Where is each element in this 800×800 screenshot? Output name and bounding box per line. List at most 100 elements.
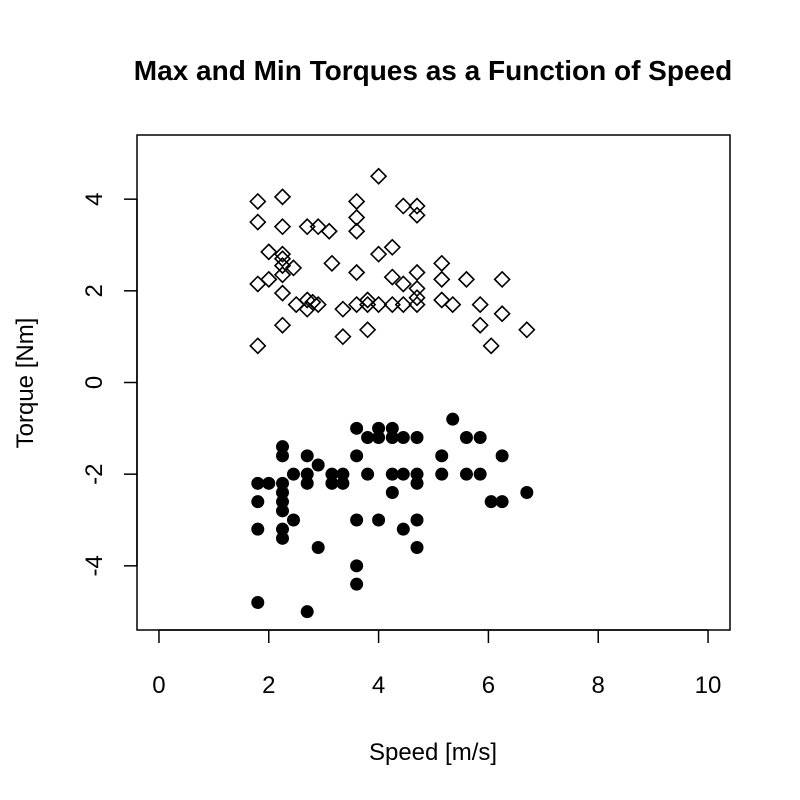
max-torque-point	[347, 208, 366, 227]
y-axis-label: Torque [Nm]	[12, 318, 39, 449]
max-torque-point	[273, 188, 292, 206]
min-torque-point	[435, 449, 449, 463]
min-torque-point	[276, 449, 290, 463]
x-tick-label: 2	[262, 672, 275, 699]
min-torque-point	[385, 467, 399, 481]
min-torque-point	[396, 431, 410, 444]
x-tick-label: 0	[152, 672, 165, 699]
max-torque-point	[298, 218, 316, 236]
min-torque-point	[300, 476, 314, 490]
max-torque-point	[273, 266, 292, 284]
min-torque-point	[484, 495, 498, 509]
max-torque-point	[433, 291, 451, 309]
max-torque-point	[358, 291, 377, 309]
min-torque-point	[473, 467, 487, 481]
min-torque-point	[262, 476, 276, 490]
min-torque-point	[520, 486, 534, 499]
max-torque-point	[347, 222, 366, 240]
min-torque-point	[311, 541, 325, 554]
min-torque-point	[350, 449, 364, 463]
min-torque-point	[385, 431, 399, 444]
min-torque-point	[276, 504, 290, 518]
max-torque-point	[408, 295, 426, 314]
max-torque-point	[347, 192, 366, 211]
min-torque-point	[372, 513, 386, 527]
min-torque-point	[410, 431, 424, 444]
max-torque-point	[309, 295, 327, 314]
max-torque-point	[334, 328, 352, 346]
max-torque-point	[408, 263, 426, 282]
max-torque-point	[334, 300, 352, 318]
max-torque-point	[273, 316, 292, 334]
max-torque-point	[394, 197, 412, 215]
min-torque-point	[361, 467, 375, 481]
min-torque-point	[396, 522, 410, 536]
max-torque-point	[408, 206, 426, 224]
max-torque-point	[309, 218, 327, 236]
max-torque-point	[518, 321, 536, 339]
y-tick-label: 4	[81, 192, 108, 205]
max-torque-point	[383, 268, 401, 286]
max-torque-point	[284, 259, 303, 277]
min-torque-point	[286, 467, 300, 481]
min-torque-point	[372, 421, 386, 435]
min-torque-point	[435, 467, 449, 481]
min-torque-point	[336, 476, 350, 490]
min-torque-point	[276, 531, 290, 545]
max-torque-point	[471, 295, 489, 314]
min-torque-point	[276, 522, 290, 536]
x-tick-label: 8	[592, 672, 605, 699]
min-torque-point	[300, 605, 314, 619]
min-torque-point	[251, 596, 265, 609]
min-torque-point	[300, 449, 314, 463]
min-torque-point	[300, 467, 314, 481]
min-torque-point	[385, 421, 399, 435]
max-torque-point	[369, 245, 388, 263]
max-torque-point	[433, 254, 451, 272]
max-torque-point	[304, 293, 322, 311]
max-torque-point	[433, 270, 451, 289]
max-torque-point	[347, 263, 366, 282]
max-torque-point	[358, 321, 377, 339]
max-torque-point	[273, 245, 292, 263]
min-torque-point	[361, 431, 375, 444]
max-torque-point	[298, 291, 316, 309]
x-tick-label: 4	[372, 672, 385, 699]
min-torque-point	[311, 458, 325, 472]
max-torque-point	[394, 275, 412, 293]
max-torque-point	[323, 254, 341, 272]
max-torque-point	[408, 289, 426, 307]
min-torque-point	[276, 440, 290, 454]
min-torque-point	[410, 513, 424, 527]
max-torque-point	[444, 295, 462, 314]
min-torque-point	[325, 476, 339, 490]
min-torque-point	[276, 476, 290, 490]
min-torque-point	[350, 559, 364, 573]
max-torque-point	[320, 222, 338, 240]
min-torque-point	[372, 431, 386, 444]
max-torque-point	[273, 256, 292, 275]
min-torque-point	[336, 467, 350, 481]
max-torque-point	[408, 279, 426, 298]
min-torque-point	[459, 431, 473, 444]
y-tick-label: -2	[81, 463, 108, 484]
max-torque-point	[260, 243, 278, 261]
max-torque-point	[369, 295, 388, 314]
min-torque-point	[251, 495, 265, 509]
min-torque-point	[251, 522, 265, 536]
data-points	[249, 167, 536, 619]
min-torque-point	[446, 412, 460, 426]
y-tick-label: 0	[81, 376, 108, 389]
min-torque-point	[410, 467, 424, 481]
max-torque-point	[369, 167, 388, 185]
min-torque-point	[410, 541, 424, 554]
min-torque-point	[410, 476, 424, 490]
plot-frame	[136, 134, 731, 631]
y-tick-label: 2	[81, 284, 108, 297]
max-torque-point	[249, 192, 267, 211]
chart-title: Max and Min Torques as a Function of Spe…	[134, 55, 732, 86]
min-torque-point	[396, 467, 410, 481]
min-torque-point	[459, 467, 473, 481]
min-torque-point	[350, 513, 364, 527]
